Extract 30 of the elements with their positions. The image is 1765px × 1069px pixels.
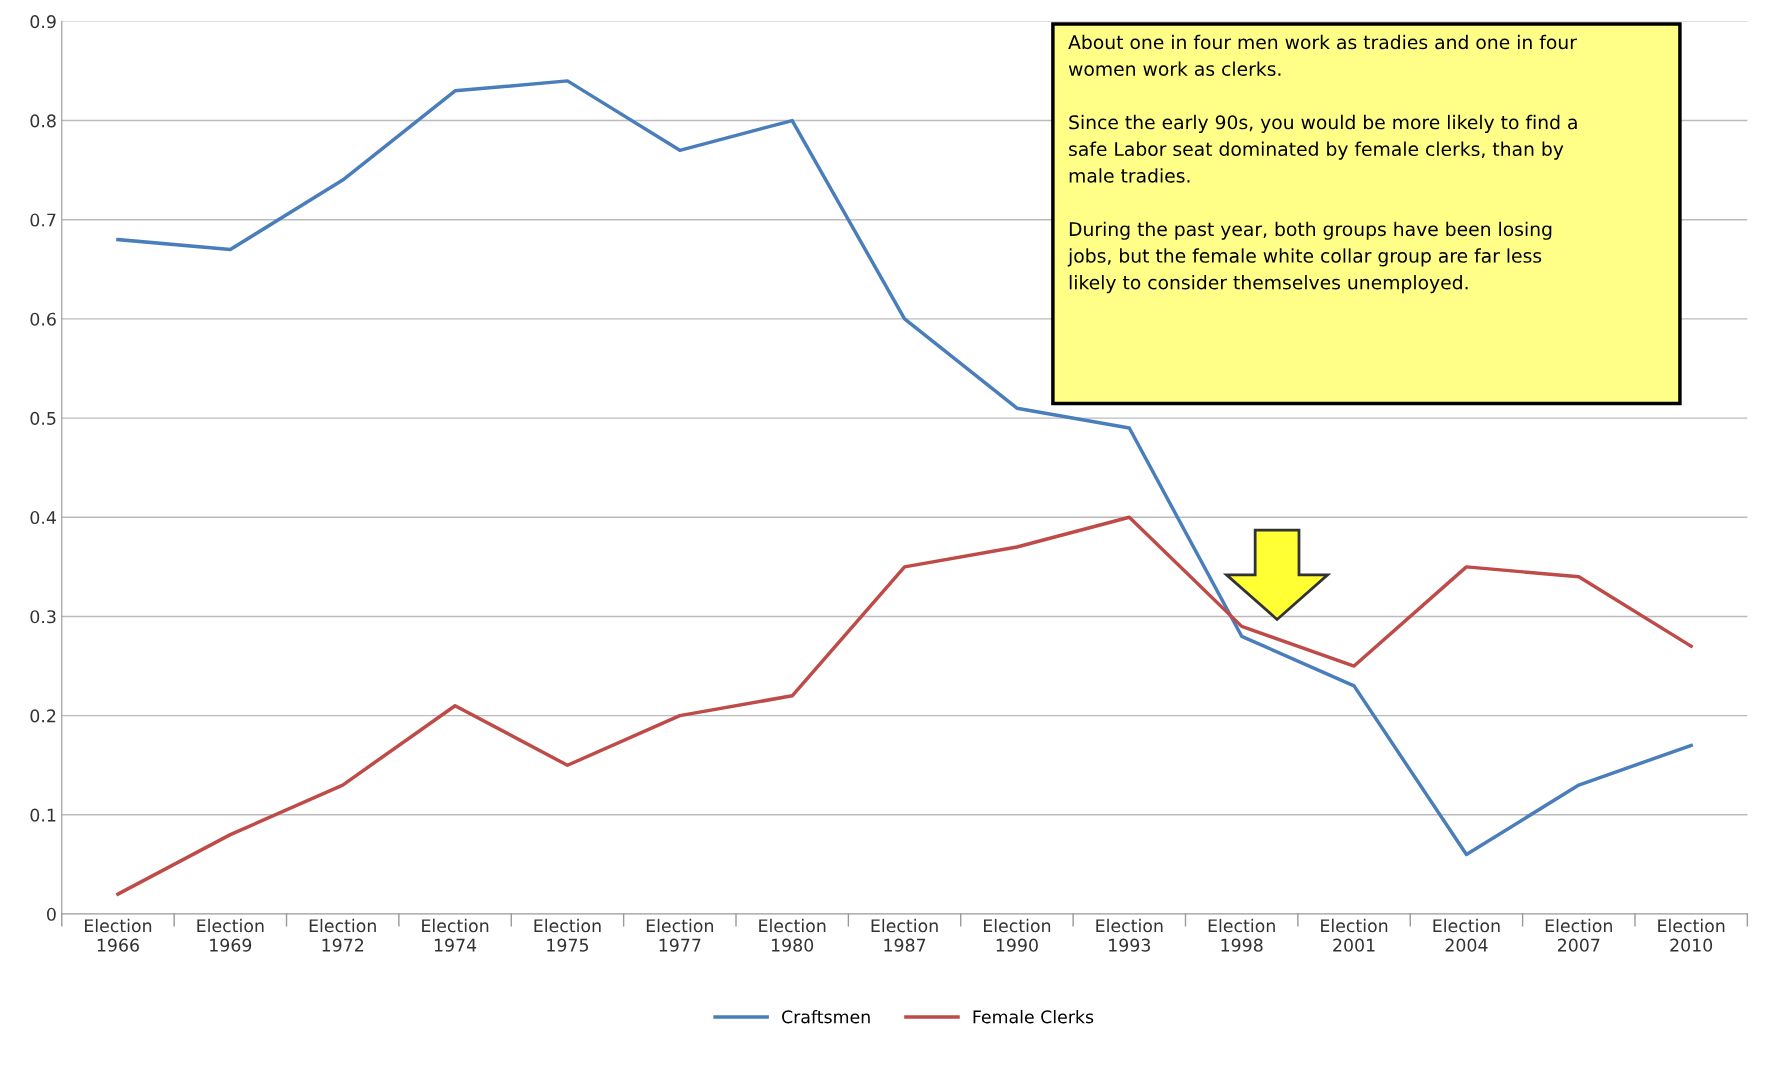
- x-tick-label: Election 2007: [1545, 918, 1612, 952]
- x-tick-label: Election 1972: [309, 918, 376, 952]
- x-tick-label: Election 2001: [1321, 918, 1388, 952]
- text: About one in four men work as tradies and one in four women work as clerks. Since the early 90s, you would be more likely to find a safe Labor seat dominated by female clerks, than by male tradies. During the past year, both groups have been losing jobs, but the female white collar group are far less likely to consider themselves unemployed.: [1067, 34, 1577, 294]
- x-tick-label: Election 1974: [422, 918, 489, 952]
- x-tick-label: Election 1990: [984, 918, 1051, 952]
- x-tick-label: Election 1969: [197, 918, 264, 952]
- x-tick-label: Election 1977: [646, 918, 713, 952]
- y-tick-label: 0.5: [30, 411, 56, 425]
- x-tick-label: Election 2010: [1658, 918, 1725, 952]
- x-tick-label: Election 2004: [1433, 918, 1500, 952]
- y-tick-label: 0.3: [30, 610, 56, 624]
- y-tick-label: 0.2: [30, 709, 56, 723]
- x-tick-label: Election 1966: [85, 918, 152, 952]
- y-tick-label: 0.1: [30, 808, 56, 822]
- y-tick-label: 0.7: [30, 213, 56, 227]
- y-tick-label: 0.4: [30, 510, 56, 525]
- y-tick-label: 0: [47, 907, 56, 921]
- x-tick-label: Election 1993: [1096, 918, 1163, 952]
- y-tick-label: 0.6: [30, 312, 56, 326]
- line-series: [116, 79, 1693, 857]
- legend-label: Craftsmen: [782, 1009, 870, 1024]
- x-tick-label: Election 1998: [1208, 918, 1275, 952]
- y-tick-label: 0.8: [30, 114, 56, 128]
- x-tick-label: Election 1975: [534, 918, 601, 952]
- line-series: [116, 515, 1693, 896]
- x-tick-label: Election 1987: [871, 918, 938, 952]
- y-tick-label: 0.9: [30, 15, 56, 29]
- x-tick-label: Election 1980: [759, 918, 826, 952]
- legend-label: Female Clerks: [973, 1009, 1094, 1024]
